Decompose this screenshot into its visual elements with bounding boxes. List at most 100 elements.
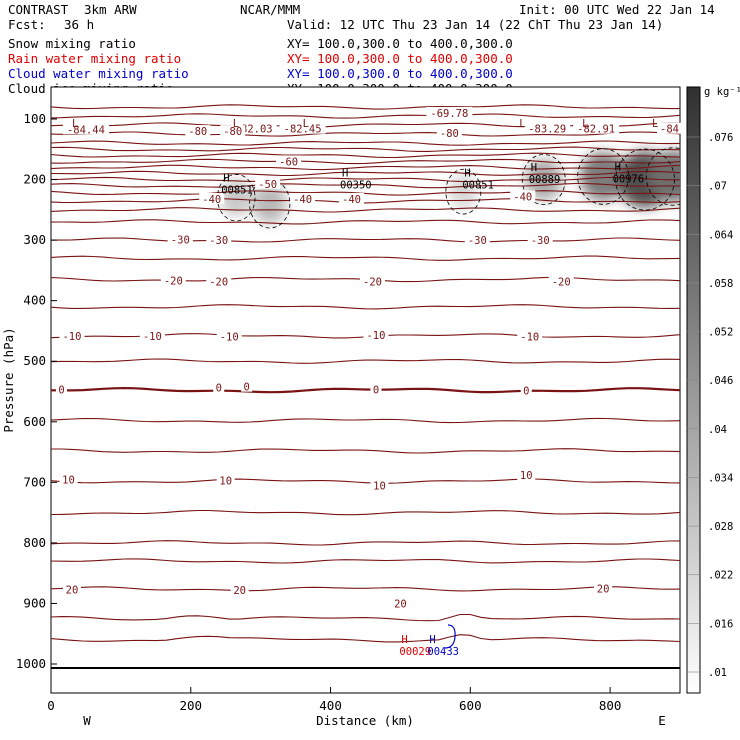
isotherm-label-bg-15 — [510, 190, 536, 202]
colorbar-unit: g kg⁻¹ — [704, 86, 740, 98]
isotherm-line-4 — [51, 140, 680, 146]
cloud-water-contour — [444, 624, 456, 649]
y-tick-label-9: 1000 — [16, 656, 46, 671]
isotherm-label-bg-33 — [520, 384, 532, 396]
isotherm-label-36: 10 — [373, 480, 386, 492]
min-l-0: L — [72, 118, 78, 130]
colorbar-tick-9: .064 — [708, 229, 733, 241]
isotherm-line-15 — [51, 219, 680, 225]
isotherm-label-15: -40 — [513, 192, 532, 204]
min-l-2: L — [303, 118, 309, 130]
isotherm-label-bg-35 — [216, 474, 235, 486]
max-h-3: H — [531, 162, 537, 174]
isotherm-label-38: 20 — [66, 585, 79, 597]
model-name: 3km ARW — [84, 2, 137, 17]
isotherm-label-19: -30 — [531, 235, 550, 247]
x-axis-east: E — [658, 713, 666, 728]
x-tick-label-1: 200 — [179, 698, 202, 713]
isotherm-label-30: 0 — [216, 382, 222, 394]
cloud-ice-contours — [216, 147, 680, 229]
y-axis: 100 200 300 400 500 600 700 800 900 1000 — [16, 111, 57, 671]
isotherm-line-27 — [51, 540, 680, 546]
isotherm-label-0: -82.45 — [284, 124, 322, 136]
colorbar — [686, 86, 701, 694]
isotherm-label-10: -60 — [279, 156, 298, 168]
isotherm-label-24: -10 — [62, 331, 81, 343]
isotherm-label-bg-0 — [279, 122, 326, 134]
isotherm-line-8 — [51, 164, 680, 171]
isotherm-line-29 — [51, 586, 680, 592]
isotherm-label-7: -80 — [188, 126, 207, 138]
max-value-4: 00976 — [613, 174, 645, 186]
ice-contour-4 — [577, 148, 629, 205]
isotherm-label-bg-21 — [206, 275, 232, 287]
max-value-5: 00029 — [399, 646, 431, 658]
ice-contour-6 — [645, 147, 680, 206]
max-h-1: H — [342, 168, 348, 180]
isotherm-label-bg-8 — [220, 125, 246, 137]
forecast-hour: 36 h — [64, 17, 94, 32]
isotherm-label-bg-25 — [139, 329, 165, 341]
min-l-4: L — [582, 118, 588, 130]
max-h-5: H — [401, 634, 407, 646]
colorbar-tick-1: .016 — [708, 618, 733, 630]
field-name-2: Cloud water mixing ratio — [8, 66, 189, 81]
isotherm-label-33: 0 — [523, 385, 529, 397]
x-tick-label-0: 0 — [47, 698, 55, 713]
isotherm-label-2: -82.91 — [577, 124, 615, 136]
ice-blob-0 — [220, 179, 252, 217]
isotherm-label-bg-1 — [524, 122, 571, 134]
isotherm-label-bg-39 — [230, 584, 249, 596]
isotherm-line-7 — [51, 158, 680, 165]
isotherm-label-13: -40 — [293, 194, 312, 206]
isotherm-line-3 — [51, 131, 680, 137]
y-tick-label-5: 600 — [23, 414, 46, 429]
isotherm-line-31 — [51, 634, 680, 643]
isotherm-label-41: 20 — [597, 583, 610, 595]
colorbar-tick-5: .04 — [708, 424, 727, 436]
ice-contour-1 — [249, 179, 291, 229]
isotherm-label-34: 10 — [62, 474, 75, 486]
ice-contour-2 — [445, 168, 482, 215]
isotherm-label-8: -80 — [223, 126, 242, 138]
init-time: Init: 00 UTC Wed 22 Jan 14 — [519, 2, 715, 17]
max-h-6: H — [429, 634, 435, 646]
ice-blob-6 — [648, 150, 680, 203]
isotherm-label-bg-14 — [339, 192, 365, 204]
colorbar-tick-4: .034 — [708, 472, 733, 484]
isotherm-line-30 — [51, 613, 680, 622]
isotherm-label-26: -10 — [220, 331, 239, 343]
isotherm-label-9: -80 — [440, 128, 459, 140]
isotherm-label-bg-40 — [391, 597, 410, 609]
min-l-5: L — [652, 118, 658, 130]
isotherm-labels: -82.45 -83.29 -82.91-84.44 -82.03 -84-69.78-… — [55, 106, 683, 610]
isotherm-line-21 — [51, 358, 680, 364]
isotherm-label-bg-12 — [199, 192, 225, 204]
isotherm-line-22 — [51, 386, 680, 394]
y-tick-label-8: 900 — [23, 595, 46, 610]
isotherm-label-bg-11 — [255, 177, 281, 189]
isotherm-label-bg-10 — [276, 155, 302, 167]
isotherm-label-bg-38 — [62, 583, 81, 595]
x-axis-west: W — [83, 713, 91, 728]
isotherm-line-17 — [51, 255, 680, 261]
isotherm-line-28 — [51, 558, 680, 564]
max-h-4: H — [615, 162, 621, 174]
isotherm-line-1 — [51, 113, 680, 119]
isotherm-label-bg-28 — [517, 330, 543, 342]
y-tick-label-0: 100 — [23, 111, 46, 126]
isotherm-label-18: -30 — [468, 235, 487, 247]
min-l-1: L — [233, 118, 239, 130]
isotherm-label-bg-18 — [464, 234, 490, 246]
max-value-3: 00889 — [529, 174, 561, 186]
isotherm-label-bg-19 — [527, 234, 553, 246]
org-name: NCAR/MMM — [240, 2, 300, 17]
ice-blob-4 — [580, 152, 627, 201]
isotherm-label-37: 10 — [520, 470, 533, 482]
isotherm-line-12 — [51, 190, 680, 196]
isotherm-line-5 — [51, 146, 680, 152]
isotherm-label-25: -10 — [143, 331, 162, 343]
y-tick-label-1: 200 — [23, 172, 46, 187]
field-xy-1: XY= 100.0,300.0 to 400.0,300.0 — [287, 51, 513, 66]
isotherm-label-bg-3 — [62, 123, 109, 135]
